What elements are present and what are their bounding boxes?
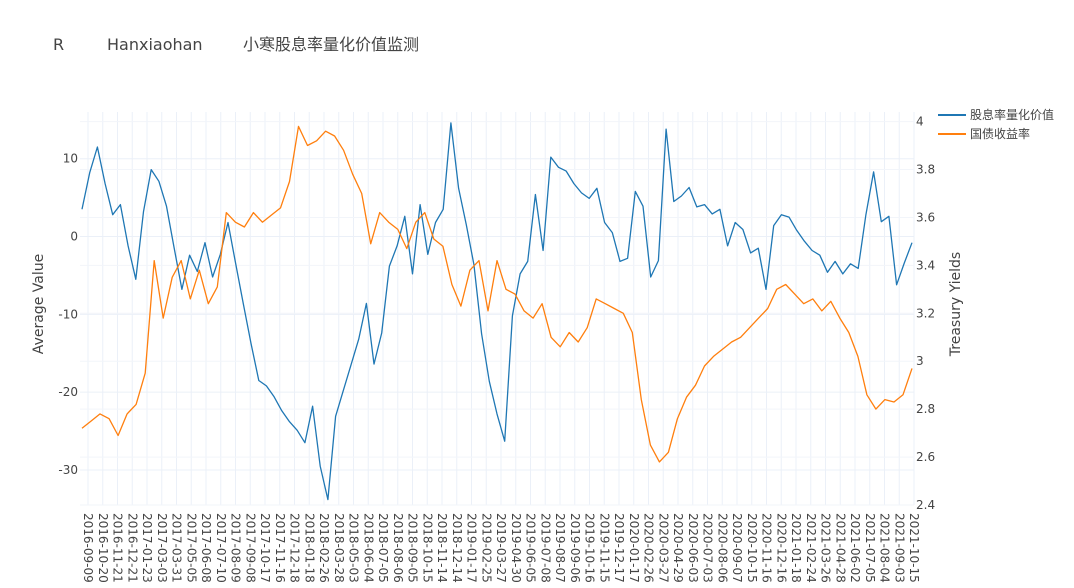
x-tick-label: 2020-08-06	[715, 513, 729, 583]
right-axis-title: Treasury Yields	[948, 252, 964, 357]
x-tick-label: 2017-10-17	[258, 513, 272, 583]
x-tick-label: 2020-03-27	[656, 513, 670, 583]
x-tick-label: 2021-03-26	[819, 513, 833, 583]
x-tick-label: 2016-12-21	[125, 513, 139, 583]
y-left-tick-label: 0	[70, 230, 78, 244]
y-right-tick-label: 2.4	[916, 498, 935, 512]
x-tick-label: 2018-02-26	[317, 513, 331, 583]
x-tick-label: 2018-11-14	[435, 513, 449, 583]
x-tick-label: 2019-07-08	[538, 513, 552, 583]
x-tick-label: 2019-02-25	[479, 513, 493, 583]
x-tick-label: 2020-10-15	[745, 513, 759, 583]
y-right-tick-label: 3.6	[916, 210, 935, 224]
x-tick-label: 2017-09-08	[243, 513, 257, 583]
y-right-tick-label: 4	[916, 115, 924, 129]
y-right-tick-label: 3	[916, 354, 924, 368]
y-left-tick-label: -30	[58, 463, 78, 477]
x-tick-label: 2017-08-09	[229, 513, 243, 583]
x-tick-label: 2019-01-17	[465, 513, 479, 583]
y-right-tick-label: 3.4	[916, 258, 935, 272]
legend-label: 国债收益率	[970, 126, 1030, 141]
title-part-1: R	[53, 35, 64, 54]
x-tick-label: 2019-12-17	[612, 513, 626, 583]
x-tick-label: 2021-06-02	[848, 513, 862, 583]
x-tick-label: 2018-06-04	[361, 513, 375, 583]
x-tick-label: 2018-12-14	[450, 513, 464, 583]
series-line	[81, 122, 913, 501]
x-axis-ticks: 2016-09-09 2016-10-20 2016-11-21 2016-12-21…	[81, 513, 921, 583]
y-left-tick-label: 10	[63, 152, 78, 166]
x-tick-label: 2019-09-06	[568, 513, 582, 583]
x-tick-label: 2021-08-04	[878, 513, 892, 583]
x-tick-label: 2017-03-03	[155, 513, 169, 583]
x-tick-label: 2017-07-10	[214, 513, 228, 583]
x-tick-label: 2021-10-15	[907, 513, 921, 583]
x-tick-label: 2016-10-20	[96, 513, 110, 583]
x-tick-label: 2019-03-27	[494, 513, 508, 583]
series-line	[81, 125, 913, 463]
x-tick-label: 2019-08-07	[553, 513, 567, 583]
y-right-tick-label: 2.8	[916, 402, 935, 416]
x-tick-label: 2017-12-18	[288, 513, 302, 583]
x-tick-label: 2021-01-18	[789, 513, 803, 583]
x-tick-label: 2017-05-05	[184, 513, 198, 583]
y-left-tick-label: -20	[58, 385, 78, 399]
y-right-tick-label: 3.2	[916, 306, 935, 320]
x-tick-label: 2018-08-06	[391, 513, 405, 583]
x-tick-label: 2021-09-03	[892, 513, 906, 583]
x-tick-label: 2019-10-16	[583, 513, 597, 583]
title-part-3: 小寒股息率量化价值监测	[243, 35, 419, 54]
x-tick-label: 2020-11-16	[760, 513, 774, 583]
legend-label: 股息率量化价值	[970, 107, 1054, 122]
x-tick-label: 2016-09-09	[81, 513, 95, 583]
series-lines	[81, 122, 913, 501]
x-tick-label: 2018-01-18	[302, 513, 316, 583]
x-tick-label: 2020-06-03	[686, 513, 700, 583]
x-tick-label: 2021-04-28	[833, 513, 847, 583]
x-tick-label: 2020-12-16	[774, 513, 788, 583]
x-tick-label: 2018-05-03	[347, 513, 361, 583]
x-tick-label: 2020-01-17	[627, 513, 641, 583]
x-tick-label: 2019-04-30	[509, 513, 523, 583]
left-axis-title: Average Value	[31, 254, 47, 354]
title-part-2: Hanxiaohan	[107, 35, 203, 54]
left-axis-ticks: 10 0 -10 -20 -30	[58, 152, 78, 477]
x-tick-label: 2018-09-05	[406, 513, 420, 583]
x-tick-label: 2017-03-31	[170, 513, 184, 583]
x-tick-label: 2018-03-28	[332, 513, 346, 583]
x-tick-label: 2017-11-16	[273, 513, 287, 583]
x-tick-label: 2017-06-08	[199, 513, 213, 583]
y-right-tick-label: 2.6	[916, 450, 935, 464]
x-tick-label: 2020-09-07	[730, 513, 744, 583]
chart-title: R Hanxiaohan 小寒股息率量化价值监测	[53, 35, 419, 54]
x-tick-label: 2018-07-05	[376, 513, 390, 583]
x-tick-label: 2019-11-15	[597, 513, 611, 583]
x-tick-label: 2016-11-21	[111, 513, 125, 583]
x-tick-label: 2017-01-23	[140, 513, 154, 583]
x-tick-label: 2018-10-15	[420, 513, 434, 583]
x-tick-label: 2020-07-03	[701, 513, 715, 583]
y-right-tick-label: 3.8	[916, 163, 935, 177]
x-tick-label: 2020-04-29	[671, 513, 685, 583]
right-axis-ticks: 4 3.8 3.6 3.4 3.2 3 2.8 2.6 2.4	[916, 115, 935, 512]
y-left-tick-label: -10	[58, 307, 78, 321]
x-tick-label: 2021-07-05	[863, 513, 877, 583]
plot-grid	[80, 112, 915, 506]
x-tick-label: 2021-02-24	[804, 513, 818, 583]
x-tick-label: 2019-06-05	[524, 513, 538, 583]
x-tick-label: 2020-02-26	[642, 513, 656, 583]
